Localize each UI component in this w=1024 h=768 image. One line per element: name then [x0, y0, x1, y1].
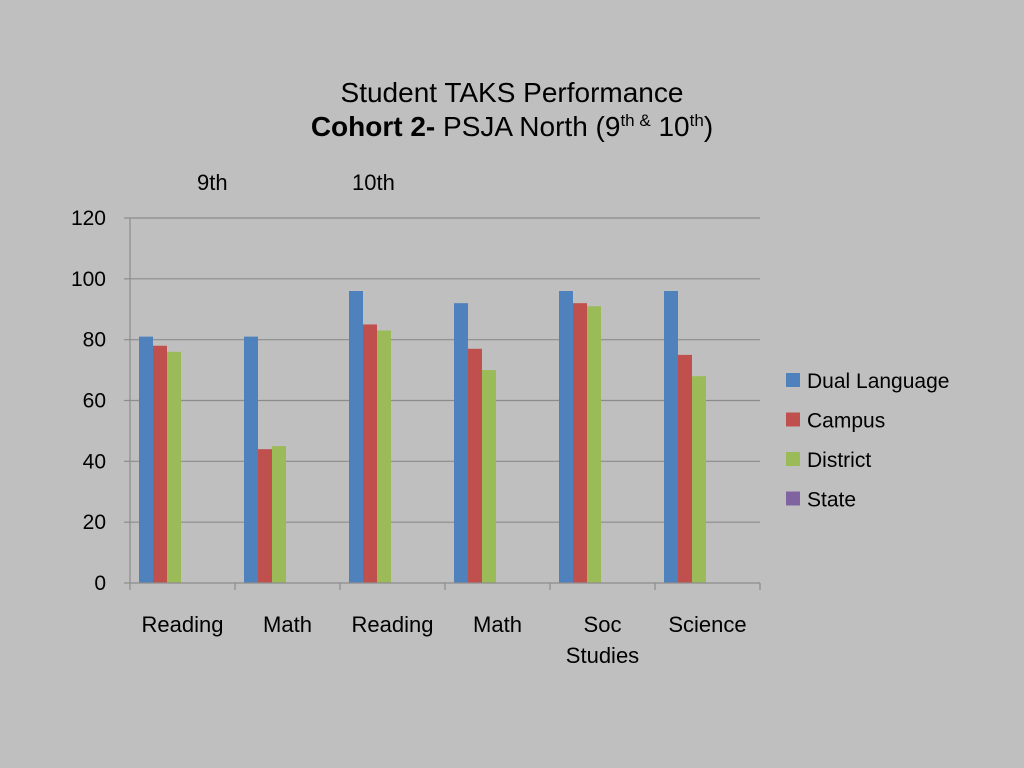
chart-title-line-2: Cohort 2- PSJA North (9th & 10th): [0, 110, 1024, 144]
legend-swatch: [786, 412, 800, 427]
axis-labels: 0 20 40 60 80 100 120 Reading Math Reading Math Soc…: [71, 207, 747, 668]
axes: [124, 217, 761, 590]
legend-label: State: [807, 489, 856, 512]
grade-label-9th: 9th: [197, 170, 228, 195]
bar-dual-language: [454, 303, 468, 583]
title-superscript-1: th &: [620, 111, 651, 130]
chart-title: Student TAKS Performance Cohort 2- PSJA …: [0, 76, 1024, 144]
legend-swatch: [786, 373, 800, 387]
y-tick-label: 20: [83, 511, 106, 534]
bar-dual-language: [244, 336, 258, 583]
bar-district: [692, 376, 706, 583]
legend-label: Campus: [807, 410, 885, 433]
bar-dual-language: [139, 336, 153, 583]
bar-campus: [258, 449, 272, 583]
bar-dual-language: [559, 291, 573, 583]
x-category-label: Soc: [584, 612, 622, 637]
bars: [139, 291, 706, 583]
y-tick-label: 100: [71, 268, 106, 291]
grid-lines: [130, 217, 760, 523]
legend-label: District: [807, 449, 871, 472]
x-category-label: Reading: [352, 612, 434, 637]
x-category-label: Math: [473, 612, 522, 637]
bar-campus: [363, 324, 377, 583]
legend-label: Dual Language: [807, 370, 949, 393]
x-category-label: Science: [668, 612, 746, 637]
x-category-label: Studies: [566, 643, 639, 668]
bar-district: [587, 306, 601, 583]
title-text-mid: 10: [650, 111, 690, 142]
bar-district: [272, 446, 286, 583]
grade-label-10th: 10th: [352, 170, 395, 195]
x-category-label: Math: [263, 612, 312, 637]
y-tick-label: 120: [71, 207, 106, 230]
title-text: PSJA North (9: [435, 111, 621, 142]
x-category-label: Reading: [142, 612, 224, 637]
y-tick-label: 40: [83, 450, 106, 473]
bar-campus: [573, 303, 587, 583]
bar-dual-language: [664, 291, 678, 583]
bar-district: [167, 351, 181, 583]
legend: Dual Language Campus District State: [786, 370, 949, 512]
bar-district: [482, 370, 496, 583]
bar-district: [377, 330, 391, 583]
y-tick-label: 0: [94, 572, 106, 595]
title-superscript-2: th: [689, 111, 704, 130]
chart-title-line-1: Student TAKS Performance: [340, 77, 684, 108]
bar-campus: [153, 345, 167, 583]
cohort-label: Cohort 2-: [310, 111, 436, 142]
bar-dual-language: [349, 291, 363, 583]
y-tick-label: 80: [83, 329, 106, 352]
title-text-end: ): [703, 111, 714, 142]
y-tick-label: 60: [83, 390, 106, 413]
bar-campus: [678, 354, 692, 583]
bar-campus: [468, 348, 482, 583]
legend-swatch: [786, 491, 800, 506]
legend-swatch: [786, 452, 800, 466]
